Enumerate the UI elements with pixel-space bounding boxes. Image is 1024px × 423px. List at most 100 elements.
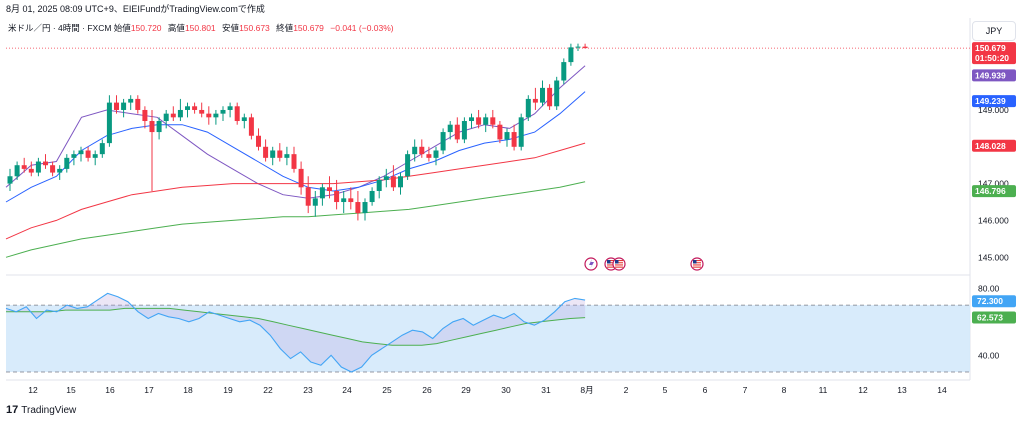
tradingview-branding[interactable]: 17 TradingView [6, 404, 76, 416]
candle-body [469, 117, 474, 122]
candle-body [319, 187, 325, 199]
us-flag-icon[interactable] [690, 257, 704, 271]
candle-body [497, 124, 503, 140]
candle-body [35, 161, 41, 173]
time-tick-label: 8 [782, 385, 787, 395]
candle-body [185, 106, 190, 110]
countdown-label: 01:50:20 [975, 53, 1009, 63]
candle-body [291, 154, 297, 169]
candle-body [568, 47, 574, 63]
candle-body [7, 176, 13, 184]
price-tag-label: 146.796 [975, 186, 1006, 196]
candle-body [43, 161, 48, 166]
time-tick-label: 11 [819, 385, 828, 395]
candle-body [575, 46, 581, 48]
candle-body [28, 168, 34, 173]
low-value: 150.673 [239, 23, 270, 33]
candle-body [298, 168, 304, 188]
price-tag [972, 69, 1016, 82]
candle-body [433, 150, 439, 158]
candle-body [135, 98, 141, 110]
candle-body [447, 124, 453, 133]
time-tick-label: 22 [263, 385, 273, 395]
time-tick-label: 29 [461, 385, 471, 395]
candle-body [341, 198, 347, 203]
price-tag [972, 42, 1016, 65]
time-tick-label: 30 [501, 385, 511, 395]
time-tick-label: 5 [663, 385, 668, 395]
symbol-name[interactable]: 米ドル／円 · 4時間 · FXCM [8, 23, 112, 33]
rsi-tick-label: 80.00 [978, 283, 1000, 293]
candle-body [78, 150, 84, 155]
candle-body [476, 117, 482, 125]
open-value: 150.720 [130, 23, 162, 33]
candle-body [220, 109, 226, 114]
candle-body [355, 202, 361, 214]
us-flag-icon[interactable] [612, 257, 626, 271]
time-tick-label: 14 [937, 385, 947, 395]
candle-body [490, 117, 496, 125]
symbol-legend: 米ドル／円 · 4時間 · FXCM 始値150.720 高値150.801 安… [8, 22, 398, 34]
candle-body [383, 176, 389, 180]
candle-body [192, 106, 198, 110]
rsi-value-label: 62.573 [977, 313, 1003, 323]
candle-body [99, 143, 105, 155]
currency-button[interactable]: JPY [972, 21, 1016, 41]
ma-short-line [5, 65, 586, 199]
high-value: 150.801 [184, 23, 216, 33]
candle-body [263, 146, 269, 158]
tradingview-logo-icon: 17 [6, 404, 19, 416]
time-tick-label: 12 [28, 385, 38, 395]
candle-body [170, 113, 176, 118]
time-tick-label: 6 [703, 385, 708, 395]
close-label: 終値 [276, 23, 294, 33]
candle-body [256, 135, 261, 147]
candle-body [532, 98, 538, 103]
rsi-value-tag [972, 311, 1016, 324]
candle-body [248, 117, 254, 136]
candle-body [277, 150, 283, 158]
price-tick-label: 145.000 [978, 252, 1009, 262]
price-tag-label: 149.939 [975, 70, 1006, 80]
lightning-icon[interactable] [584, 257, 598, 271]
candle-body [369, 190, 375, 203]
candle-body [241, 117, 247, 122]
candle-body [142, 109, 148, 122]
low-label: 安値 [222, 23, 240, 33]
close-value: 150.679 [293, 23, 324, 33]
candle-body [284, 154, 290, 158]
price-tag [972, 185, 1016, 198]
change-value: −0.041 (−0.03%) [330, 23, 394, 33]
candle-body [199, 109, 205, 114]
candle-body [149, 121, 155, 133]
candle-body [561, 62, 567, 81]
candle-body [64, 157, 70, 169]
high-label: 高値 [167, 23, 185, 33]
time-tick-label: 31 [541, 385, 551, 395]
time-tick-label: 17 [144, 385, 154, 395]
candle-body [21, 165, 27, 169]
price-tick-label: 149.000 [978, 105, 1009, 115]
time-tick-label: 8月 [580, 385, 593, 395]
candle-body [213, 113, 219, 118]
candle-body [405, 154, 411, 177]
candle-body [440, 132, 446, 151]
candle-body [305, 187, 311, 206]
candle-body [312, 198, 318, 206]
time-tick-label: 7 [743, 385, 748, 395]
candle-body [547, 87, 553, 107]
time-tick-label: 23 [303, 385, 313, 395]
ma-mid-line [5, 91, 586, 203]
open-label: 始値 [113, 23, 131, 33]
time-tick-label: 24 [342, 385, 352, 395]
time-tick-label: 19 [223, 385, 233, 395]
candle-body [419, 146, 425, 155]
candle-body [525, 98, 531, 118]
candle-body [106, 102, 112, 144]
ma-long-line [5, 142, 586, 240]
price-tick-label: 147.000 [978, 179, 1009, 189]
price-tag [972, 95, 1016, 108]
candle-body [156, 121, 162, 133]
candle-body [398, 176, 403, 188]
